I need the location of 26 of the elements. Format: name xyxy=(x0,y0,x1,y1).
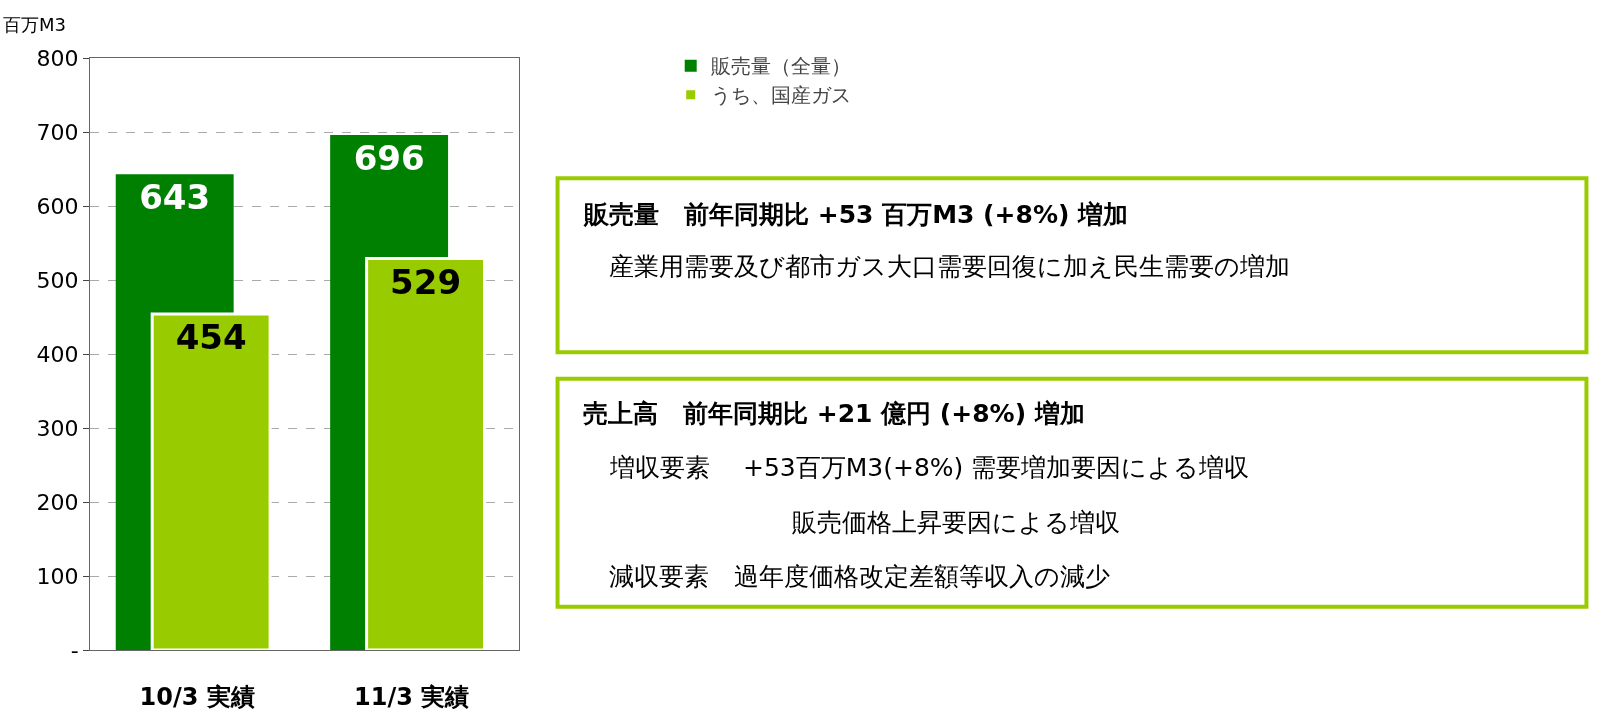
data-label: 643 xyxy=(139,177,211,218)
y-tick-label: 700 xyxy=(36,119,79,145)
text: 売上高 前年同期比 +21 億円 (+8%) 増加 xyxy=(583,399,1085,428)
bar xyxy=(365,257,487,650)
data-label: 696 xyxy=(353,137,425,178)
y-tick-label: 400 xyxy=(36,341,79,367)
text: 販売量 前年同期比 +53 百万M3 (+8%) 増加 xyxy=(583,200,1129,229)
y-tick-label: - xyxy=(70,637,79,663)
text: 産業用需要及び都市ガス大口需要回復に加え民生需要の増加 xyxy=(609,252,1290,281)
x-tick-label: 11/3 実績 xyxy=(354,682,470,711)
data-label: 529 xyxy=(390,261,462,302)
y-tick-label: 300 xyxy=(36,415,79,441)
y-tick-label: 600 xyxy=(36,193,79,219)
legend-label: 販売量（全量） xyxy=(710,54,851,79)
y-tick-label: 500 xyxy=(36,267,79,293)
y-tick-label: 800 xyxy=(36,45,79,71)
x-tick-label: 10/3 実績 xyxy=(139,682,255,711)
bar xyxy=(150,312,272,650)
y-tick-label: 200 xyxy=(36,489,79,515)
text: 減収要素 過年度価格改定差額等収入の減少 xyxy=(609,562,1110,591)
legend-label: うち、国産ガス xyxy=(710,83,851,108)
y-axis-title: 百万M3 xyxy=(3,14,66,35)
y-tick-label: 100 xyxy=(36,563,79,589)
text: 販売価格上昇要因による増収 xyxy=(792,508,1120,537)
text: 増収要素 +53百万M3(+8%) 需要増加要因による増収 xyxy=(609,453,1250,482)
data-label: 454 xyxy=(175,317,247,358)
